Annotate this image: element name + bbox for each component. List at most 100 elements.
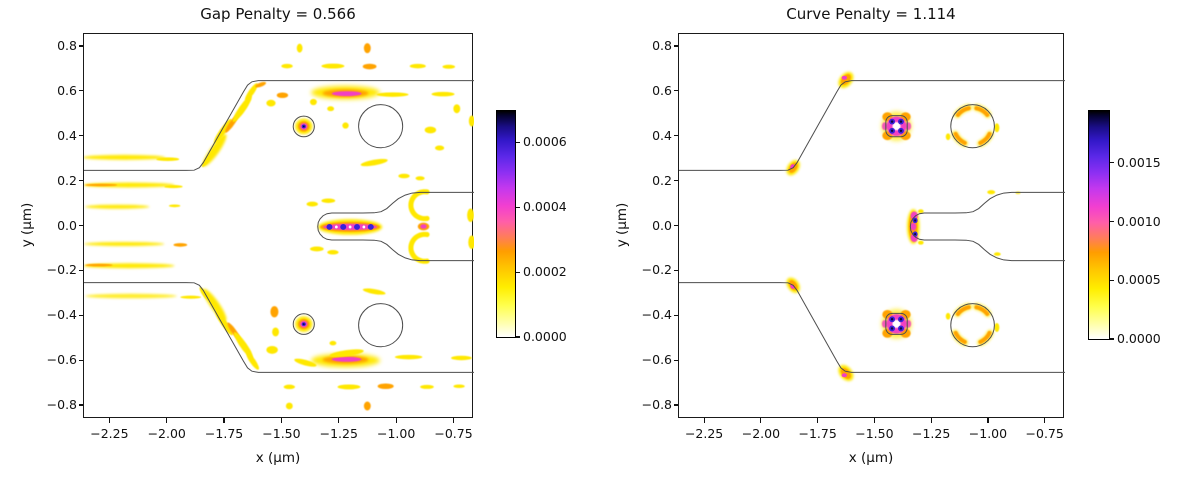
heat-arc	[953, 330, 967, 344]
heat-arc	[953, 131, 967, 145]
heat-blob	[301, 322, 306, 327]
colorbar-tick-mark	[516, 141, 520, 144]
heat-blob	[84, 241, 165, 247]
heat-blob	[302, 125, 305, 128]
plot-title: Gap Penalty = 0.566	[200, 5, 356, 23]
heat-blob	[994, 322, 1000, 332]
heat-arc	[972, 103, 992, 119]
heat-blob	[838, 364, 854, 382]
heat-blob	[897, 325, 904, 332]
heat-blob	[881, 122, 888, 131]
heat-blob	[266, 345, 278, 354]
heat-blob	[905, 122, 912, 131]
heat-blob	[897, 127, 904, 134]
heat-blob	[897, 118, 904, 125]
heat-blob	[233, 332, 254, 359]
heat-blob	[362, 225, 366, 229]
heat-blob	[213, 118, 232, 144]
heat-blob	[266, 99, 276, 107]
heat-blob	[329, 349, 364, 358]
heat-blob	[309, 246, 324, 252]
heat-blob	[84, 154, 166, 160]
heat-blob	[907, 209, 920, 244]
heatmap-canvas	[679, 71, 1065, 382]
y-tick-mark	[673, 90, 678, 92]
y-tick-mark	[78, 314, 83, 316]
colorbar-tick-label: 0.0010	[1117, 213, 1161, 229]
y-tick-label: −0.4	[46, 307, 77, 323]
heat-blob	[348, 225, 352, 229]
heat-blob	[296, 43, 303, 53]
heat-blob	[360, 158, 388, 167]
y-tick-label: −0.8	[641, 396, 672, 412]
heat-blob	[283, 384, 296, 390]
heat-arc	[978, 330, 992, 344]
colorbar-tick-mark	[516, 336, 520, 338]
heat-blob	[363, 43, 371, 54]
heat-blob	[180, 295, 201, 299]
hole-rounded-square-outline	[885, 312, 908, 335]
heat-blob	[272, 327, 279, 337]
heat-blob	[1015, 191, 1021, 195]
heat-blob	[84, 263, 175, 269]
x-tick-mark	[166, 418, 168, 423]
y-tick-mark	[673, 269, 678, 271]
heat-blob	[889, 316, 896, 323]
colorbar-tick-mark	[1110, 162, 1114, 164]
heat-arc	[951, 130, 969, 148]
heat-blob	[85, 183, 118, 187]
heat-blob	[790, 164, 795, 169]
heat-blob	[841, 373, 848, 378]
plot-title: Curve Penalty = 1.114	[786, 5, 956, 23]
heat-blob	[202, 134, 227, 167]
heat-blob	[367, 224, 374, 230]
heat-blob	[331, 91, 362, 97]
x-tick-label: −1.50	[855, 426, 894, 441]
heat-blob	[838, 71, 854, 89]
colorbar	[496, 110, 516, 338]
colorbar-tick-label: 0.0004	[523, 199, 567, 215]
heat-blob	[435, 145, 445, 151]
heat-blob	[255, 81, 267, 88]
x-tick-label: −2.25	[684, 426, 724, 441]
heat-blob	[420, 224, 427, 229]
heat-blob	[300, 320, 308, 328]
x-tick-label: −1.00	[376, 426, 416, 441]
heat-blob	[377, 383, 394, 390]
heat-blob	[199, 287, 210, 301]
heat-blob	[362, 63, 377, 70]
hole-circle-outline	[950, 303, 995, 348]
heat-blob	[905, 319, 912, 328]
heat-arc	[978, 131, 992, 145]
heat-blob	[323, 223, 378, 231]
heat-blob	[908, 212, 918, 241]
heat-blob	[227, 322, 242, 342]
heat-blob	[276, 92, 289, 99]
heat-blob	[85, 293, 177, 299]
heat-blob	[168, 204, 181, 208]
colorbar-tick-mark	[1110, 220, 1114, 223]
heat-blob	[84, 182, 175, 188]
heat-blob	[889, 118, 896, 125]
heat-arc	[953, 103, 973, 119]
y-tick-mark	[673, 359, 678, 361]
x-axis-label: x (μm)	[848, 450, 894, 466]
heat-blob	[882, 328, 893, 338]
heat-blob	[320, 221, 380, 232]
colorbar-tick-label: 0.0002	[523, 264, 567, 280]
heat-blob	[467, 208, 474, 223]
heat-blob	[85, 263, 113, 267]
hole-rounded-square-outline	[885, 115, 908, 138]
heat-blob	[294, 358, 317, 367]
y-tick-mark	[78, 224, 83, 227]
y-tick-mark	[78, 135, 83, 137]
heat-blob	[298, 318, 310, 330]
x-tick-label: −1.75	[204, 426, 244, 441]
heat-blob	[840, 74, 851, 85]
heat-blob	[899, 327, 903, 330]
hole-circle-outline	[292, 313, 315, 335]
heat-blob	[886, 314, 907, 334]
y-tick-mark	[673, 135, 678, 137]
heat-blob	[202, 288, 227, 322]
heat-blob	[232, 95, 252, 123]
